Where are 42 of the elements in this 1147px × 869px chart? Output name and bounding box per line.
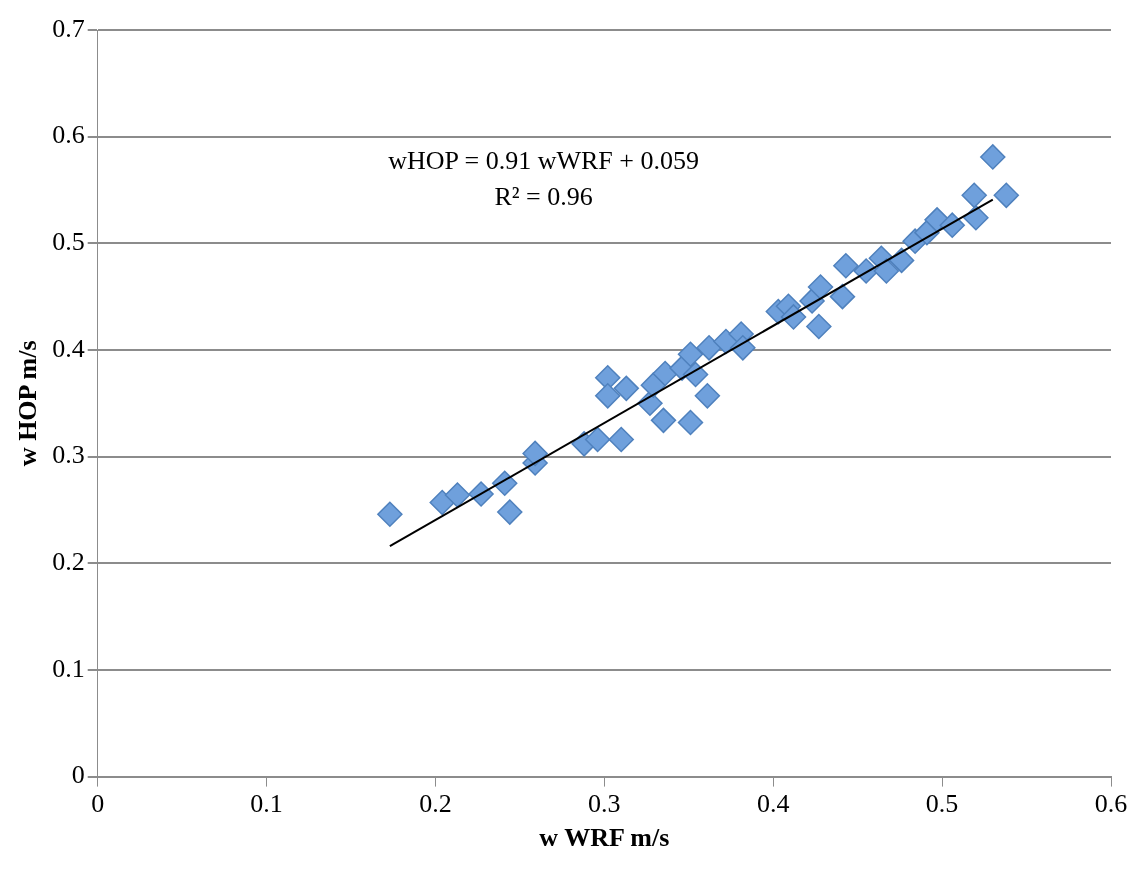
point [961,182,987,209]
x-axis-title: w WRF m/s [539,823,670,853]
point [696,335,722,361]
y-tick-label: 0.4 [52,333,85,363]
point [807,274,834,300]
x-tick-label: 0 [91,789,105,819]
point [497,499,523,525]
point [677,409,704,436]
x-tick-label: 0.5 [925,789,959,819]
y-tick-label: 0.1 [52,653,85,683]
point [594,383,621,409]
y-tick-label: 0 [71,760,85,790]
x-tick-label: 0.4 [756,789,790,819]
point [429,489,455,516]
y-tick-label: 0.6 [52,120,85,150]
x-tick-label: 0.1 [250,789,283,819]
point [694,383,721,409]
point [608,426,634,453]
annotation: wHOP = 0.91 wWRF + 0.059 [388,145,699,175]
point [650,407,677,434]
y-tick-label: 0.2 [52,547,85,577]
x-tick-label: 0.2 [419,789,452,819]
point [677,341,704,367]
x-tick-label: 0.3 [588,789,621,819]
point [444,482,471,508]
point [584,426,611,453]
y-tick-label: 0.5 [52,227,85,257]
point [652,360,678,387]
point [993,182,1020,209]
point [980,144,1006,170]
point [833,252,859,279]
point [377,501,403,527]
y-axis-title: w HOP m/s [13,340,43,467]
y-tick-label: 0.7 [52,13,85,43]
y-tick-label: 0.3 [52,440,85,470]
x-tick-label: 0.6 [1094,789,1128,819]
annotation: R² = 0.96 [494,181,593,211]
point [829,283,856,310]
point [873,258,900,284]
point [522,440,548,467]
point [613,375,640,402]
point [806,313,832,340]
